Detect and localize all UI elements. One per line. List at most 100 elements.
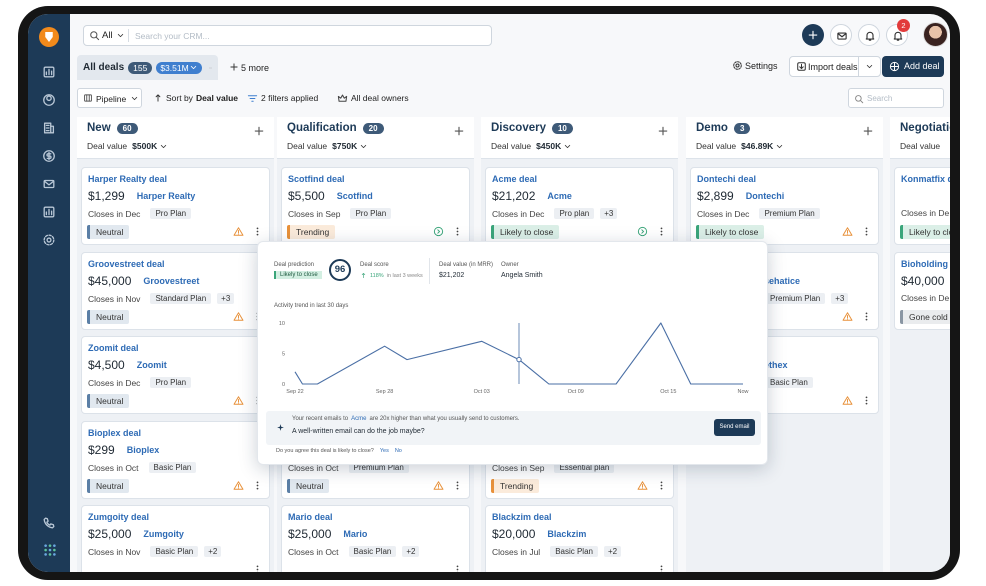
pipeline-select[interactable]: Pipeline [77,88,142,108]
card-menu-wrap[interactable] [861,311,872,322]
nav-icon-wrap [42,121,56,135]
deal-card[interactable]: Scotfind deal $5,500 Scotfind Closes in Sep… [281,167,470,245]
column-add-wrap[interactable] [253,125,265,137]
deal-insight-popup: Deal prediction Likely to close 96 Deal sco… [257,241,768,465]
company[interactable]: Mario [343,529,368,539]
card-menu [456,565,459,572]
column-name: Discovery [491,122,546,134]
deal-card[interactable]: Bioholding de $40,000 Closes in De Gone col… [894,252,950,330]
card-menu-wrap[interactable] [861,395,872,406]
deal-name: Acme deal [492,174,538,184]
column-add-wrap[interactable] [657,125,669,137]
deal-card[interactable]: Acme deal $21,202 Acme Closes in Dec Pro pla… [485,167,674,245]
status-chip: Likely to close [491,225,560,239]
deal-card[interactable]: Groovestreet deal $45,000 Groovestreet Clos… [81,252,270,330]
card-menu-wrap[interactable] [452,226,463,237]
card-warning-icon [637,481,648,490]
company[interactable]: Groovestreet [143,276,200,286]
card-menu-wrap[interactable] [452,564,463,572]
notifications-button-icon-wrap [892,30,904,42]
company[interactable]: Blackzim [547,529,587,539]
deal-meta-row: Closes in Sep Pro Plan [288,208,392,219]
deal-meta-row: Closes in Dec Pro plan +3 [492,208,618,219]
company[interactable]: eethex [759,360,788,370]
sort-icon [155,94,161,102]
feedback-question: Do you agree this deal is likely to clos… [276,448,374,454]
board-search-placeholder: Search [867,94,893,103]
card-menu-wrap[interactable] [656,226,667,237]
feedback-yes[interactable]: Yes [379,448,389,454]
card-warning-icon [842,396,853,405]
column-add-wrap[interactable] [862,125,874,137]
deal-card[interactable]: Zoomit deal $4,500 Zoomit Closes in Dec Pro … [81,336,270,414]
card-menu-wrap[interactable] [252,564,263,572]
deal-card[interactable]: Mario deal $25,000 Mario Closes in Oct Basic… [281,505,470,572]
owners-control[interactable]: All deal owners [337,88,409,108]
apps-button-icon [865,31,875,41]
add-icon-wrap [889,61,900,72]
card-menu-wrap[interactable] [861,226,872,237]
avatar[interactable] [923,22,948,47]
more-tabs-icon [230,63,238,71]
close-date: Closes in Sep [492,462,545,473]
y-tick-label: 0 [282,382,285,388]
deal-card[interactable]: Blackzim deal $20,000 Blackzim Closes in Ju… [485,505,674,572]
send-email-button[interactable]: Send email [714,419,755,436]
company[interactable]: Zoomit [136,360,167,370]
deal-card[interactable]: Bioplex deal $299 Bioplex Closes in Oct Basi… [81,421,270,499]
insight-question: A well-written email can do the job mayb… [292,428,425,435]
deal-card[interactable]: Zumgoity deal $25,000 Zumgoity Closes in No… [81,505,270,572]
card-menu-wrap[interactable] [252,480,263,491]
company[interactable]: Zumgoity [143,529,184,539]
mail-button[interactable] [830,24,852,46]
column-name: Demo [696,122,728,134]
card-menu-wrap[interactable] [656,480,667,491]
extra-chip: +2 [204,546,222,557]
column-count: 20 [362,122,384,134]
import-button[interactable]: Import deals [789,56,881,77]
search-placeholder: Search your CRM... [135,30,210,41]
column-add [658,126,668,136]
deal-card[interactable]: Dontechi deal $2,899 Dontechi Closes in Dec… [690,167,879,245]
score-change: 118% [370,272,384,279]
more-tabs[interactable]: 5 more [241,62,270,73]
more-tabs-icon-wrap [229,62,239,72]
close-date: Closes in Jul [492,546,541,557]
company[interactable]: Acme [547,191,572,201]
company[interactable]: Scotfind [336,191,373,201]
card-menu [256,227,259,236]
search-box[interactable]: All Search your CRM... [83,25,492,46]
card-menu-wrap[interactable] [656,564,667,572]
add-deal-button[interactable]: Add deal [882,56,944,77]
card-menu-wrap[interactable] [452,480,463,491]
card-menu [660,227,663,236]
status-chip: Trending [287,225,336,239]
company[interactable]: Bioplex [126,445,160,455]
deal-meta-row: Closes in Oct Premium Plan [288,462,409,473]
mrr-label: Deal value (in MRR) [439,262,494,268]
plan-chip: Premium Plan [765,293,826,304]
company[interactable]: Dontechi [745,191,785,201]
create-button[interactable] [802,24,824,46]
notification-badge: 2 [897,19,910,32]
apps-button[interactable] [858,24,880,46]
column-add-wrap[interactable] [453,125,465,137]
card-warning-icon-wrap [842,311,853,322]
feedback-no[interactable]: No [394,448,402,454]
tab[interactable]: All deals 155 $3.51M [77,55,218,80]
sidebar [28,14,70,572]
settings[interactable]: Settings [745,61,778,71]
insight-company[interactable]: Acme [351,416,367,422]
board-search[interactable]: Search [848,88,944,108]
card-menu-wrap[interactable] [252,226,263,237]
deal-card[interactable]: Harper Realty deal $1,299 Harper Realty Clo… [81,167,270,245]
deal-name: Mario deal [288,512,333,522]
search-scope[interactable]: All [102,30,113,41]
filters-control[interactable]: 2 filters applied [247,88,318,108]
deal-card[interactable]: Konmatfix de Closes in De Likely to clo [894,167,950,245]
card-menu [865,396,868,405]
company[interactable]: Harper Realty [136,191,196,201]
sort-control[interactable]: Sort by Deal value [153,88,238,108]
company[interactable]: asehatice [759,276,801,286]
column-value-chevron [565,144,571,148]
